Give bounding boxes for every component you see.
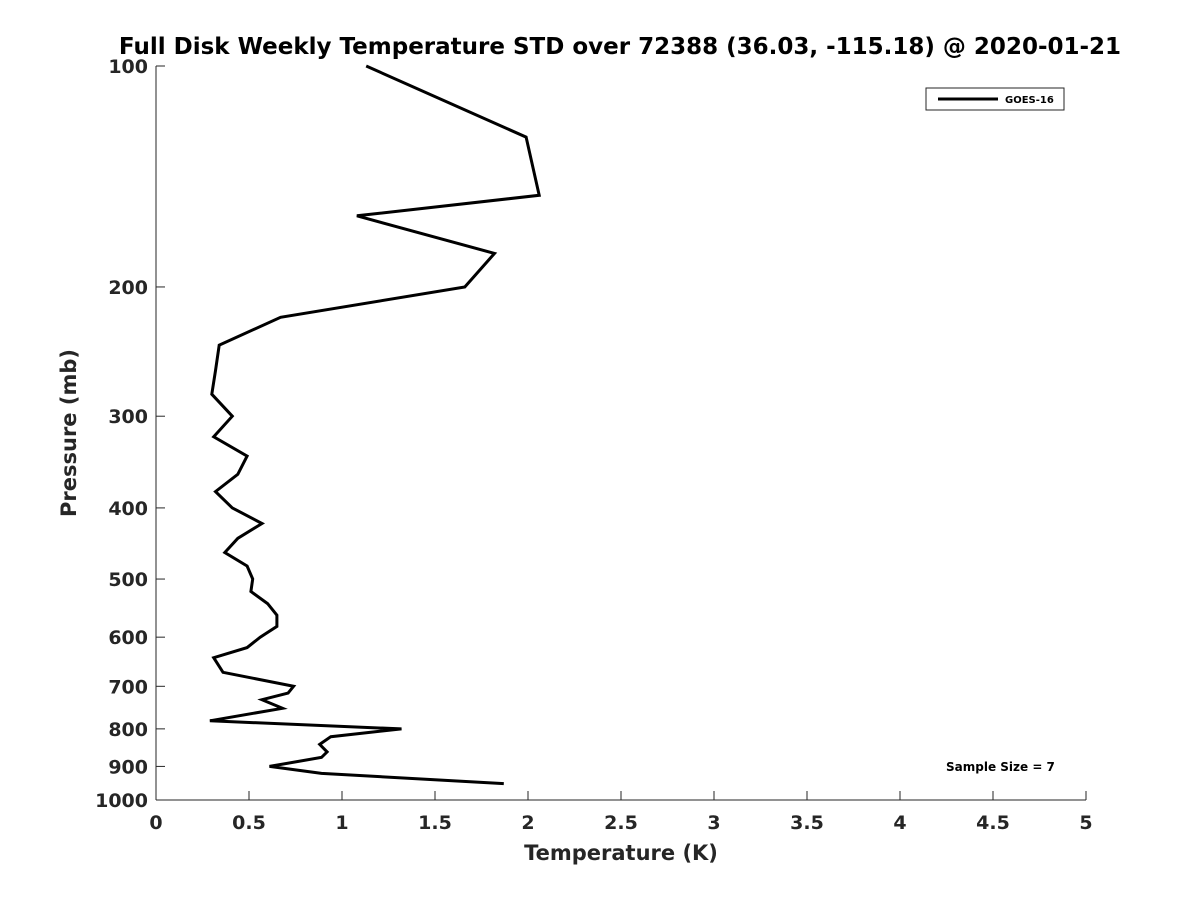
x-tick-label: 1 [335,812,348,834]
x-ticks: 0 0.5 1 1.5 2 2.5 3 3.5 4 4.5 5 [149,791,1093,834]
y-tick-label: 700 [108,676,148,698]
series-line-goes-16 [209,64,542,786]
y-axis-label: Pressure (mb) [57,349,81,517]
y-tick-label: 400 [108,498,148,520]
sample-size-annotation: Sample Size = 7 [946,760,1055,774]
legend-entry-goes-16: GOES-16 [1005,95,1054,106]
x-tick-label: 0 [149,812,162,834]
y-tick-label: 600 [108,627,148,649]
x-axis-label: Temperature (K) [524,841,718,865]
y-tick-label: 200 [108,277,148,299]
x-tick-label: 2.5 [604,812,638,834]
chart-title: Full Disk Weekly Temperature STD over 72… [119,34,1121,60]
y-tick-label: 100 [108,56,148,78]
y-tick-label: 1000 [95,790,148,812]
y-tick-label: 300 [108,406,148,428]
x-tick-label: 4.5 [976,812,1010,834]
y-tick-label: 800 [108,719,148,741]
x-tick-label: 2 [521,812,534,834]
x-tick-label: 0.5 [232,812,266,834]
x-tick-label: 3 [707,812,720,834]
x-tick-label: 4 [893,812,906,834]
y-tick-label: 900 [108,756,148,778]
y-tick-label: 500 [108,569,148,591]
legend: GOES-16 [925,87,1065,111]
x-tick-label: 1.5 [418,812,452,834]
x-tick-label: 3.5 [790,812,824,834]
y-ticks: 100 200 300 400 500 600 700 800 900 1000 [95,56,165,812]
x-tick-label: 5 [1079,812,1092,834]
